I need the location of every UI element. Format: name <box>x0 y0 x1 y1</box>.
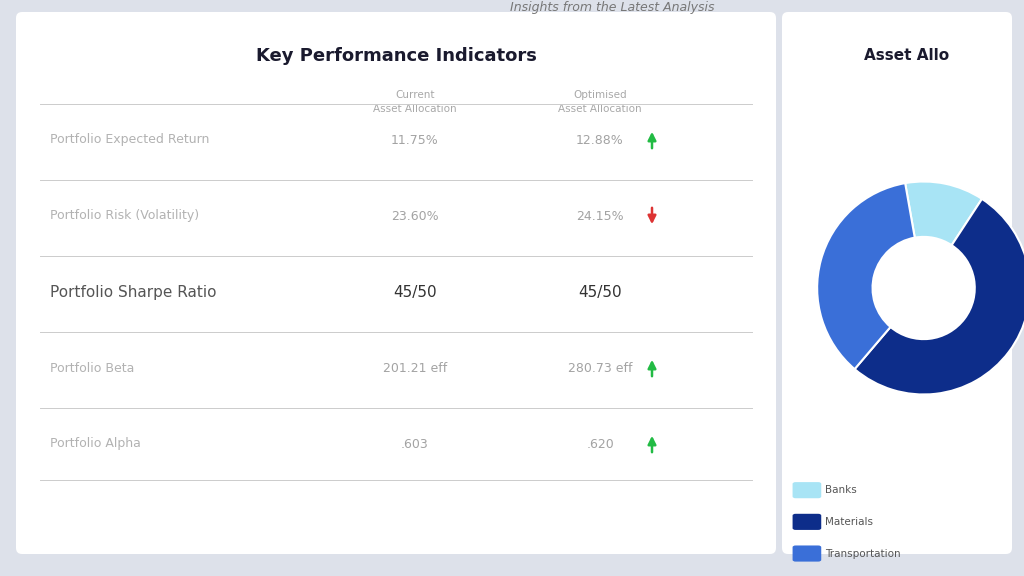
Text: Materials: Materials <box>825 517 873 527</box>
Text: .620: .620 <box>586 438 613 450</box>
Text: 23.60%: 23.60% <box>391 210 439 222</box>
Text: Transportation: Transportation <box>825 548 901 559</box>
Text: Portfolio Beta: Portfolio Beta <box>50 362 134 374</box>
Text: Insights from the Latest Analysis: Insights from the Latest Analysis <box>510 1 715 14</box>
Text: 280.73 eff: 280.73 eff <box>567 362 632 374</box>
Text: Key Performance Indicators: Key Performance Indicators <box>256 47 537 65</box>
FancyBboxPatch shape <box>782 12 1012 554</box>
Text: 12.88%: 12.88% <box>577 134 624 146</box>
Text: Asset Allo: Asset Allo <box>864 48 949 63</box>
Text: 11.75%: 11.75% <box>391 134 439 146</box>
Text: 45/50: 45/50 <box>579 285 622 300</box>
Text: Portfolio Alpha: Portfolio Alpha <box>50 438 141 450</box>
FancyBboxPatch shape <box>16 12 776 554</box>
Text: 24.15%: 24.15% <box>577 210 624 222</box>
Wedge shape <box>817 183 914 369</box>
Text: Portfolio Expected Return: Portfolio Expected Return <box>50 134 209 146</box>
Text: Current
Asset Allocation: Current Asset Allocation <box>373 90 457 114</box>
Wedge shape <box>855 199 1024 395</box>
Text: Banks: Banks <box>825 485 857 495</box>
Text: Portfolio Risk (Volatility): Portfolio Risk (Volatility) <box>50 210 199 222</box>
Text: Optimised
Asset Allocation: Optimised Asset Allocation <box>558 90 642 114</box>
Text: Portfolio Sharpe Ratio: Portfolio Sharpe Ratio <box>50 285 216 300</box>
Text: 45/50: 45/50 <box>393 285 437 300</box>
Text: .603: .603 <box>401 438 429 450</box>
Wedge shape <box>905 181 982 245</box>
Text: 201.21 eff: 201.21 eff <box>383 362 447 374</box>
